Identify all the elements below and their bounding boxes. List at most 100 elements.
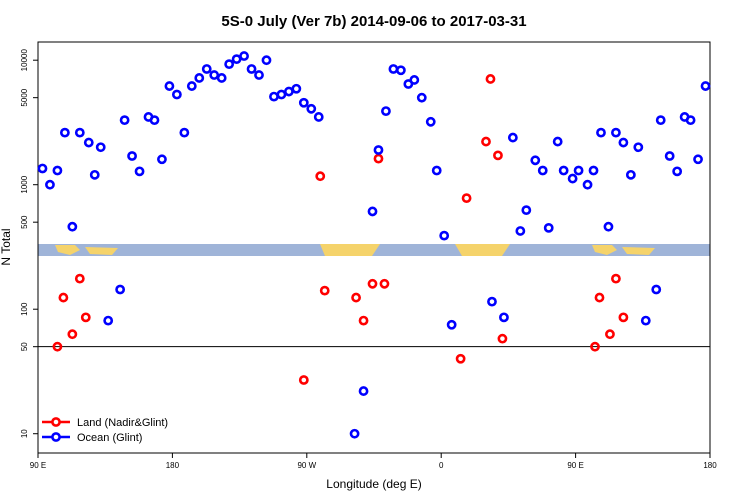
point xyxy=(254,70,264,80)
y-tick-label: 500 xyxy=(20,215,29,229)
x-tick-label: 180 xyxy=(166,461,180,470)
y-axis-label: N Total xyxy=(0,228,13,265)
point xyxy=(224,59,235,70)
point xyxy=(45,179,55,190)
map-strip xyxy=(38,244,710,256)
point xyxy=(80,312,91,323)
point xyxy=(373,153,384,164)
point xyxy=(651,284,662,295)
point xyxy=(590,341,600,352)
point xyxy=(543,222,554,233)
point xyxy=(481,136,491,147)
point xyxy=(103,315,114,326)
point xyxy=(439,230,450,241)
point xyxy=(446,319,457,330)
point xyxy=(573,165,584,176)
point xyxy=(246,64,257,74)
point xyxy=(67,329,78,340)
point xyxy=(515,226,526,236)
point xyxy=(201,64,212,74)
point xyxy=(552,136,563,147)
point xyxy=(367,206,378,217)
legend-marker xyxy=(51,432,61,442)
y-tick-label: 10 xyxy=(20,429,29,438)
legend-label: Land (Nadir&Glint) xyxy=(77,417,168,429)
point xyxy=(611,127,621,138)
point xyxy=(611,273,621,284)
point xyxy=(558,165,569,176)
point xyxy=(134,166,145,177)
point xyxy=(603,221,614,232)
point xyxy=(269,91,279,102)
point xyxy=(74,273,85,284)
point xyxy=(52,341,63,352)
point xyxy=(530,155,541,166)
point xyxy=(313,112,324,122)
point xyxy=(567,173,578,184)
x-tick-label: 90 W xyxy=(297,461,316,470)
legend-label: Ocean (Glint) xyxy=(77,432,142,444)
point xyxy=(59,127,70,138)
point xyxy=(349,428,360,439)
x-tick-label: 90 E xyxy=(30,461,46,470)
point xyxy=(537,165,548,176)
point xyxy=(298,97,309,108)
point xyxy=(261,55,272,66)
point xyxy=(461,193,472,204)
point xyxy=(358,315,369,326)
point xyxy=(499,312,509,323)
point xyxy=(388,64,399,74)
point xyxy=(37,163,48,174)
point xyxy=(157,154,167,165)
point xyxy=(298,375,309,385)
point xyxy=(149,115,160,126)
point xyxy=(315,171,326,182)
point xyxy=(83,137,94,148)
point xyxy=(351,292,361,303)
legend-marker xyxy=(51,417,61,427)
point xyxy=(672,166,683,177)
point xyxy=(664,151,675,161)
point xyxy=(276,89,287,100)
point xyxy=(416,92,427,103)
plot-frame xyxy=(37,41,711,454)
y-tick-label: 100 xyxy=(20,302,29,316)
point xyxy=(582,179,593,190)
point xyxy=(493,150,503,161)
point xyxy=(127,151,137,161)
point xyxy=(358,386,369,396)
point xyxy=(655,115,666,126)
point xyxy=(52,165,63,176)
point xyxy=(89,169,100,180)
point xyxy=(425,116,436,127)
point xyxy=(487,296,497,307)
point xyxy=(625,169,636,180)
point xyxy=(306,103,317,114)
point xyxy=(507,132,518,143)
point xyxy=(521,205,532,216)
x-tick-label: 180 xyxy=(703,461,717,470)
point xyxy=(58,292,69,303)
point xyxy=(164,81,175,91)
y-tick-label: 50 xyxy=(20,342,29,351)
point xyxy=(186,81,197,91)
point xyxy=(596,127,606,138)
point xyxy=(431,165,442,176)
point xyxy=(373,145,384,155)
point xyxy=(95,142,106,153)
point xyxy=(119,115,130,126)
point xyxy=(640,315,651,326)
point xyxy=(594,292,605,303)
point xyxy=(693,154,703,165)
y-tick-label: 10000 xyxy=(20,49,29,72)
point xyxy=(605,329,615,340)
point xyxy=(291,83,302,94)
chart-title: 5S-0 July (Ver 7b) 2014-09-06 to 2017-03… xyxy=(221,13,526,30)
y-tick-label: 1000 xyxy=(20,175,29,193)
point xyxy=(239,51,249,61)
point xyxy=(367,278,378,289)
x-tick-label: 90 E xyxy=(567,461,583,470)
point xyxy=(685,115,696,126)
point xyxy=(409,75,420,85)
